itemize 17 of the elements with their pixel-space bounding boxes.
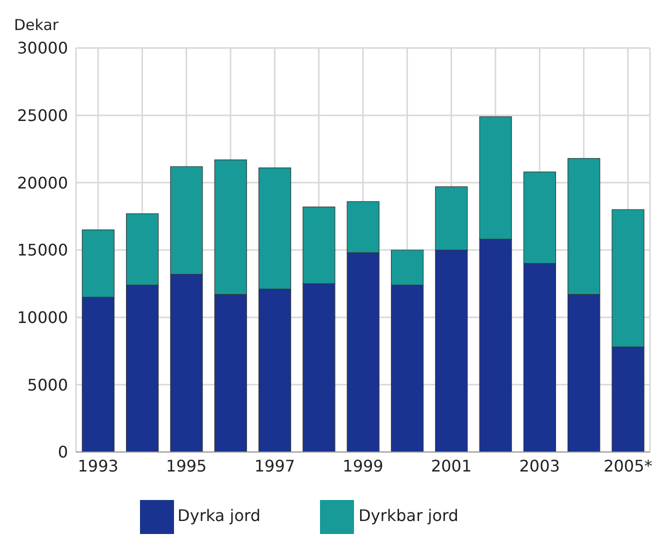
y-tick-label: 5000 bbox=[27, 375, 68, 394]
y-tick-label: 25000 bbox=[17, 106, 68, 126]
x-tick-label: 1997 bbox=[254, 456, 296, 476]
x-tick-label: 2001 bbox=[430, 456, 472, 476]
x-tick-label: 2005* bbox=[604, 456, 652, 476]
y-tick-label: 20000 bbox=[17, 173, 68, 192]
y-tick-label: 30000 bbox=[17, 38, 68, 58]
x-tick-label: 1993 bbox=[78, 456, 118, 476]
y-tick-label: 0 bbox=[58, 442, 68, 462]
x-tick-label: 1999 bbox=[342, 456, 384, 476]
y-axis-title: Dekar bbox=[14, 16, 59, 34]
x-tick-label: 1995 bbox=[166, 456, 207, 476]
legend-label: Dyrkbar jord bbox=[358, 506, 458, 526]
y-tick-label: 10000 bbox=[17, 308, 68, 328]
y-tick-label: 15000 bbox=[17, 240, 68, 260]
x-tick-label: 2003 bbox=[519, 456, 560, 476]
legend-label: Dyrka jord bbox=[178, 506, 260, 526]
